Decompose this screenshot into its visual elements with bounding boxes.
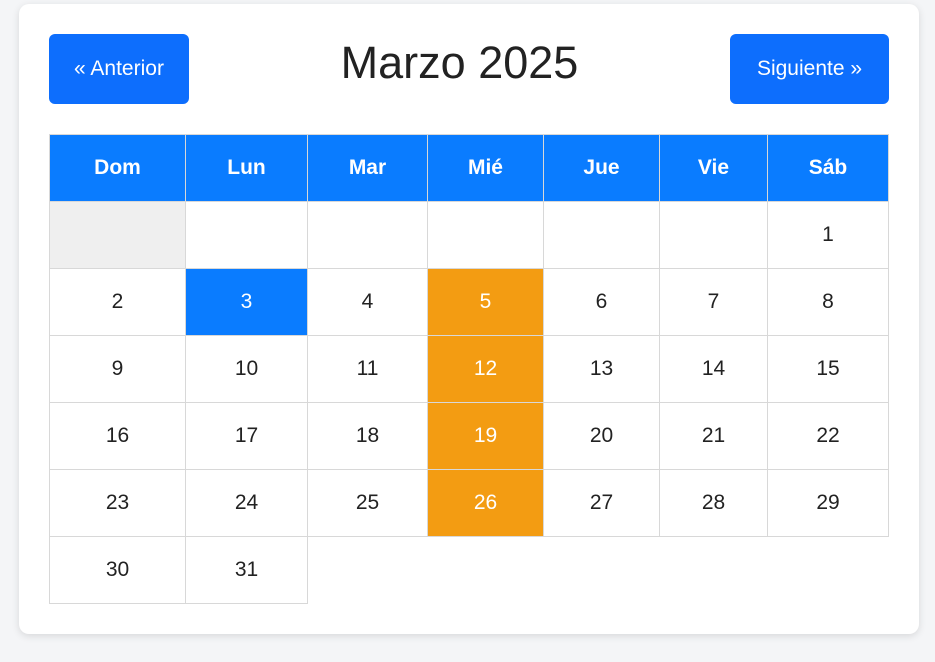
day-cell[interactable]: 20 — [543, 402, 660, 470]
day-cell[interactable]: 9 — [49, 335, 186, 403]
weekday-header: Mié — [427, 134, 544, 202]
empty-day-cell — [307, 201, 428, 269]
weekday-header: Sáb — [767, 134, 889, 202]
day-cell[interactable]: 27 — [543, 469, 660, 537]
week-row: 16 17 18 19 20 21 22 — [49, 402, 889, 470]
day-cell[interactable]: 11 — [307, 335, 428, 403]
empty-day-cell — [428, 537, 544, 604]
empty-day-cell — [768, 537, 889, 604]
week-row: 2 3 4 5 6 7 8 — [49, 268, 889, 336]
day-cell[interactable]: 18 — [307, 402, 428, 470]
weekday-header: Lun — [185, 134, 308, 202]
empty-day-cell — [544, 537, 660, 604]
month-title: Marzo 2025 — [340, 37, 579, 88]
day-cell[interactable]: 28 — [659, 469, 768, 537]
day-cell-today[interactable]: 3 — [185, 268, 308, 336]
day-cell[interactable]: 4 — [307, 268, 428, 336]
day-cell[interactable]: 23 — [49, 469, 186, 537]
weekday-header: Vie — [659, 134, 768, 202]
week-row: 1 — [49, 201, 889, 269]
weekday-header: Mar — [307, 134, 428, 202]
calendar-grid: Dom Lun Mar Mié Jue Vie Sáb 1 2 3 — [49, 134, 889, 604]
empty-day-cell — [660, 537, 768, 604]
day-cell[interactable]: 15 — [767, 335, 889, 403]
week-row: 30 31 — [49, 536, 889, 604]
weekday-header: Dom — [49, 134, 186, 202]
day-cell[interactable]: 6 — [543, 268, 660, 336]
day-cell[interactable]: 2 — [49, 268, 186, 336]
day-cell[interactable]: 10 — [185, 335, 308, 403]
day-cell[interactable]: 30 — [49, 536, 186, 604]
empty-day-cell — [185, 201, 308, 269]
week-row: 23 24 25 26 27 28 29 — [49, 469, 889, 537]
calendar-card: « Anterior Marzo 2025 Siguiente » Dom Lu… — [19, 4, 919, 634]
empty-day-cell — [49, 201, 186, 269]
empty-day-cell — [659, 201, 768, 269]
weekday-header: Jue — [543, 134, 660, 202]
day-cell[interactable]: 13 — [543, 335, 660, 403]
day-cell-highlighted[interactable]: 26 — [427, 469, 544, 537]
day-cell[interactable]: 24 — [185, 469, 308, 537]
weekday-header-row: Dom Lun Mar Mié Jue Vie Sáb — [49, 134, 889, 202]
day-cell[interactable]: 21 — [659, 402, 768, 470]
day-cell[interactable]: 25 — [307, 469, 428, 537]
day-cell[interactable]: 29 — [767, 469, 889, 537]
next-month-button[interactable]: Siguiente » — [730, 34, 889, 104]
day-cell-highlighted[interactable]: 12 — [427, 335, 544, 403]
day-cell[interactable]: 17 — [185, 402, 308, 470]
day-cell-highlighted[interactable]: 19 — [427, 402, 544, 470]
day-cell[interactable]: 1 — [767, 201, 889, 269]
empty-day-cell — [427, 201, 544, 269]
day-cell[interactable]: 7 — [659, 268, 768, 336]
day-cell[interactable]: 16 — [49, 402, 186, 470]
day-cell[interactable]: 8 — [767, 268, 889, 336]
empty-day-cell — [543, 201, 660, 269]
day-cell[interactable]: 22 — [767, 402, 889, 470]
previous-month-button[interactable]: « Anterior — [49, 34, 189, 104]
empty-day-cell — [308, 537, 428, 604]
day-cell-highlighted[interactable]: 5 — [427, 268, 544, 336]
day-cell[interactable]: 14 — [659, 335, 768, 403]
week-row: 9 10 11 12 13 14 15 — [49, 335, 889, 403]
day-cell[interactable]: 31 — [185, 536, 308, 604]
